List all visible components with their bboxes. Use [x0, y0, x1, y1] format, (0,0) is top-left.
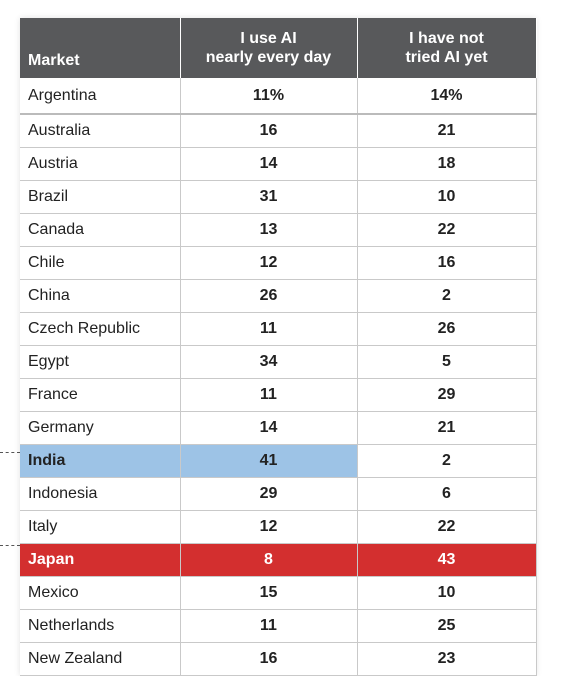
table: Market I use AI nearly every day I have no… — [20, 18, 537, 676]
value-cell: 31 — [180, 180, 358, 214]
market-cell: New Zealand — [20, 642, 181, 676]
market-cell: Germany — [20, 411, 181, 445]
market-cell: Japan — [20, 543, 181, 577]
table-row: Czech Republic 11 26 — [20, 312, 537, 346]
value-cell: 26 — [180, 279, 358, 313]
value-cell: 26 — [357, 312, 537, 346]
market-cell: Austria — [20, 147, 181, 181]
value-cell: 5 — [357, 345, 537, 379]
market-cell: Canada — [20, 213, 181, 247]
market-cell: Indonesia — [20, 477, 181, 511]
market-cell: Italy — [20, 510, 181, 544]
market-cell: Brazil — [20, 180, 181, 214]
table-row: Mexico 15 10 — [20, 576, 537, 610]
market-cell: Netherlands — [20, 609, 181, 643]
pointer-line — [0, 545, 20, 546]
market-cell: Mexico — [20, 576, 181, 610]
value-cell: 2 — [357, 444, 537, 478]
table-row: Japan 8 43 — [20, 543, 537, 577]
table-row: Canada 13 22 — [20, 213, 537, 247]
table-row: Australia 16 21 — [20, 114, 537, 148]
value-cell: 21 — [357, 411, 537, 445]
market-cell: Argentina — [20, 78, 181, 115]
value-cell: 13 — [180, 213, 358, 247]
value-cell: 12 — [180, 510, 358, 544]
value-cell: 29 — [180, 477, 358, 511]
table-row: Austria 14 18 — [20, 147, 537, 181]
value-cell: 22 — [357, 510, 537, 544]
value-cell: 16 — [180, 642, 358, 676]
value-cell: 2 — [357, 279, 537, 313]
value-cell: 6 — [357, 477, 537, 511]
value-cell: 16 — [180, 114, 358, 148]
table-row: Indonesia 29 6 — [20, 477, 537, 511]
market-cell: France — [20, 378, 181, 412]
market-cell: Egypt — [20, 345, 181, 379]
value-cell: 14 — [180, 411, 358, 445]
value-cell: 11 — [180, 378, 358, 412]
value-cell: 11% — [180, 78, 358, 115]
value-cell: 25 — [357, 609, 537, 643]
table-row: Italy 12 22 — [20, 510, 537, 544]
table-row: India 41 2 — [20, 444, 537, 478]
table-container: Market I use AI nearly every day I have no… — [20, 18, 537, 676]
value-cell: 14% — [357, 78, 537, 115]
value-cell: 29 — [357, 378, 537, 412]
table-header: Market I use AI nearly every day I have no… — [20, 18, 537, 78]
value-cell: 8 — [180, 543, 358, 577]
column-header: I have not tried AI yet — [357, 18, 537, 78]
table-row: Egypt 34 5 — [20, 345, 537, 379]
value-cell: 16 — [357, 246, 537, 280]
value-cell: 12 — [180, 246, 358, 280]
market-cell: China — [20, 279, 181, 313]
market-cell: Chile — [20, 246, 181, 280]
value-cell: 11 — [180, 312, 358, 346]
column-header: Market — [20, 18, 181, 78]
table-row: China 26 2 — [20, 279, 537, 313]
value-cell: 15 — [180, 576, 358, 610]
table-row: Argentina 11% 14% — [20, 78, 537, 115]
value-cell: 10 — [357, 180, 537, 214]
header-row: Market I use AI nearly every day I have no… — [20, 18, 537, 78]
market-cell: India — [20, 444, 181, 478]
table-row: Netherlands 11 25 — [20, 609, 537, 643]
value-cell: 18 — [357, 147, 537, 181]
value-cell: 23 — [357, 642, 537, 676]
value-cell: 14 — [180, 147, 358, 181]
value-cell: 43 — [357, 543, 537, 577]
table-row: Brazil 31 10 — [20, 180, 537, 214]
market-cell: Czech Republic — [20, 312, 181, 346]
value-cell: 10 — [357, 576, 537, 610]
pointer-line — [0, 452, 20, 453]
value-cell: 34 — [180, 345, 358, 379]
table-row: Chile 12 16 — [20, 246, 537, 280]
value-cell: 11 — [180, 609, 358, 643]
value-cell: 22 — [357, 213, 537, 247]
table-body: Argentina 11% 14% Australia 16 21 Austria 14 18 B… — [20, 78, 537, 676]
market-cell: Australia — [20, 114, 181, 148]
value-cell: 21 — [357, 114, 537, 148]
table-row: Germany 14 21 — [20, 411, 537, 445]
table-row: New Zealand 16 23 — [20, 642, 537, 676]
column-header: I use AI nearly every day — [180, 18, 358, 78]
value-cell: 41 — [180, 444, 358, 478]
table-row: France 11 29 — [20, 378, 537, 412]
